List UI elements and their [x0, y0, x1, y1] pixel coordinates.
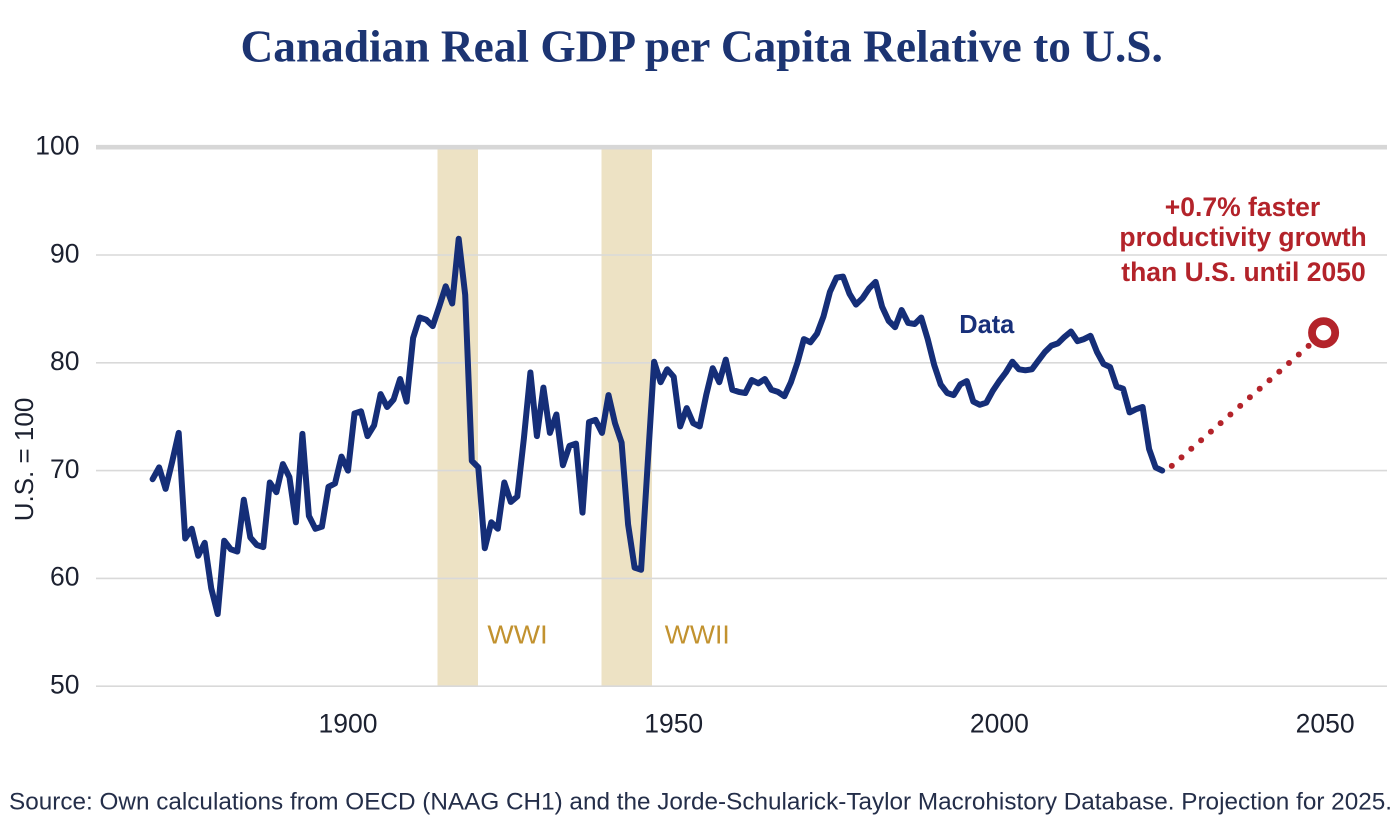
svg-text:U.S. = 100: U.S. = 100 [9, 398, 39, 522]
svg-text:2000: 2000 [970, 709, 1029, 739]
svg-text:productivity growth: productivity growth [1119, 222, 1366, 252]
svg-text:1950: 1950 [644, 709, 703, 739]
svg-text:Source: Own calculations from: Source: Own calculations from OECD (NAAG… [9, 789, 1392, 816]
svg-text:90: 90 [50, 238, 79, 268]
svg-text:1900: 1900 [319, 709, 378, 739]
svg-text:70: 70 [50, 454, 79, 484]
svg-text:than U.S. until 2050: than U.S. until 2050 [1121, 257, 1365, 287]
svg-text:80: 80 [50, 346, 79, 376]
svg-text:+0.7% faster: +0.7% faster [1165, 192, 1320, 222]
svg-text:WWII: WWII [665, 622, 730, 650]
svg-text:WWI: WWI [487, 622, 547, 650]
svg-text:100: 100 [35, 131, 79, 161]
svg-text:50: 50 [50, 670, 79, 700]
svg-text:Canadian Real GDP per Capita R: Canadian Real GDP per Capita Relative to… [241, 21, 1163, 72]
svg-text:2050: 2050 [1296, 709, 1355, 739]
svg-text:60: 60 [50, 562, 79, 592]
svg-text:Data: Data [959, 309, 1015, 339]
